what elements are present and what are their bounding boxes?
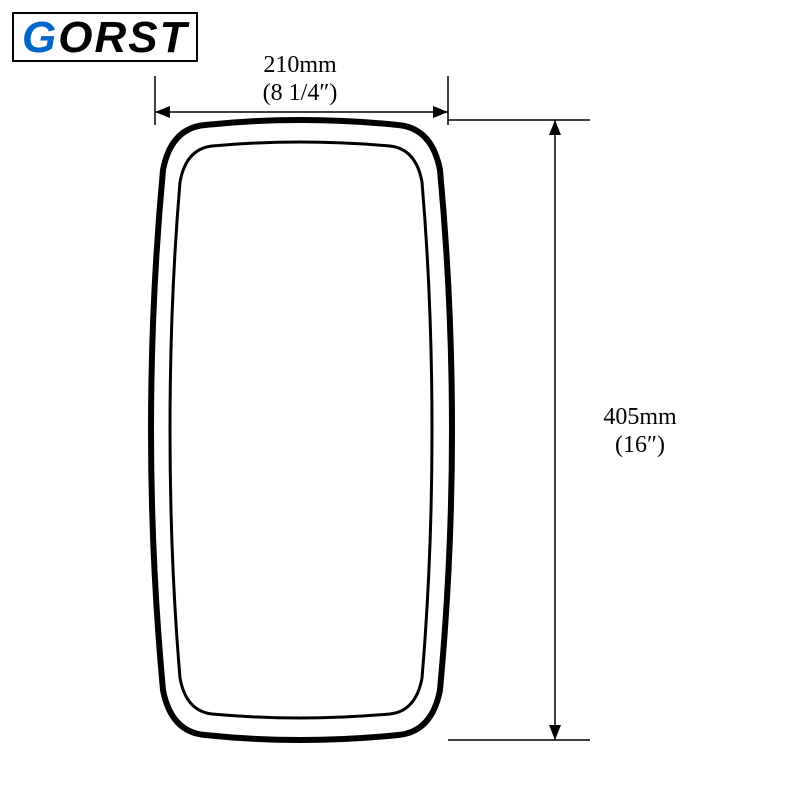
dimension-diagram (0, 0, 800, 800)
width-inch: (8 1/4″) (200, 80, 400, 108)
height-arrow-top (549, 120, 561, 135)
height-mm: 405mm (580, 404, 700, 432)
mirror-inner-outline (170, 142, 432, 718)
width-label: 210mm (8 1/4″) (200, 52, 400, 107)
width-arrow-right (433, 106, 448, 118)
width-mm: 210mm (200, 52, 400, 80)
width-arrow-left (155, 106, 170, 118)
height-label: 405mm (16″) (580, 404, 700, 459)
height-arrow-bottom (549, 725, 561, 740)
height-inch: (16″) (580, 432, 700, 460)
mirror-outer-outline (151, 120, 452, 740)
